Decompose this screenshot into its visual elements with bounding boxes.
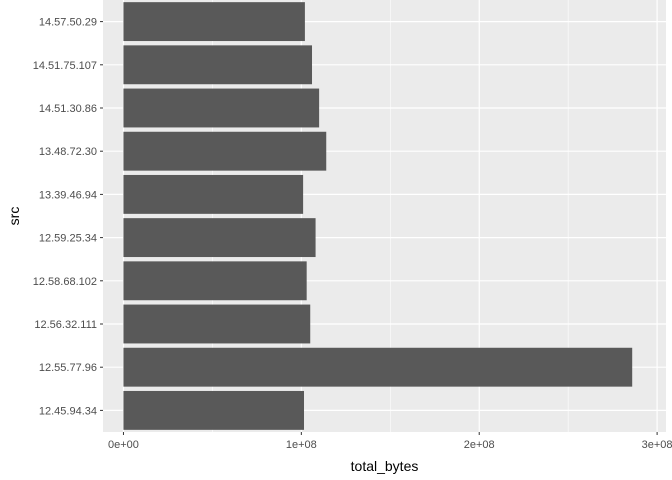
bar (123, 261, 307, 301)
x-tick-label: 1e+08 (286, 439, 317, 451)
y-tick-label: 12.45.94.34 (39, 405, 97, 417)
x-tick-label: 0e+00 (108, 439, 139, 451)
x-tick-label: 3e+08 (642, 439, 672, 451)
y-tick-label: 13.48.72.30 (39, 146, 97, 158)
x-axis: 0e+00 1e+08 2e+08 3e+08 (108, 432, 672, 451)
x-axis-title: total_bytes (351, 458, 419, 474)
y-tick-label: 12.56.32.111 (34, 319, 97, 331)
bar (123, 2, 305, 42)
y-axis-title: src (6, 207, 22, 226)
y-tick-label: 13.39.46.94 (39, 189, 97, 201)
y-tick-label: 14.51.75.107 (33, 60, 97, 72)
bar (123, 347, 633, 387)
bar (123, 174, 304, 214)
bar (123, 218, 316, 258)
bar (123, 45, 313, 85)
bar (123, 88, 320, 128)
x-tick-label: 2e+08 (464, 439, 495, 451)
y-tick-label: 12.55.77.96 (39, 362, 97, 374)
y-tick-label: 12.59.25.34 (39, 233, 97, 245)
bar (123, 304, 311, 344)
y-axis: 14.57.50.29 14.51.75.107 14.51.30.86 13.48.… (33, 17, 103, 417)
y-tick-label: 12.58.68.102 (33, 276, 97, 288)
bar (123, 390, 305, 430)
bars (123, 2, 633, 430)
y-tick-label: 14.57.50.29 (39, 17, 97, 29)
bar (123, 131, 327, 171)
y-tick-label: 14.51.30.86 (39, 103, 97, 115)
